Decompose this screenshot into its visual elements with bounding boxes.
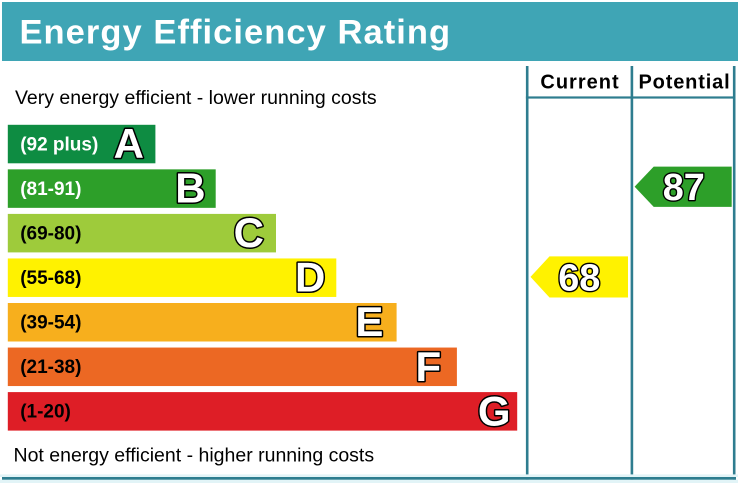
svg-text:(39-54): (39-54) bbox=[20, 313, 81, 334]
svg-text:Very energy efficient - lower: Very energy efficient - lower running co… bbox=[15, 87, 377, 109]
svg-text:A: A bbox=[114, 120, 144, 167]
svg-text:Not energy efficient - higher: Not energy efficient - higher running co… bbox=[14, 445, 375, 467]
svg-text:F: F bbox=[416, 343, 442, 390]
svg-text:G: G bbox=[478, 387, 511, 434]
svg-text:D: D bbox=[295, 254, 325, 301]
svg-text:(92 plus): (92 plus) bbox=[20, 134, 98, 155]
svg-text:C: C bbox=[234, 209, 264, 256]
svg-text:68: 68 bbox=[558, 257, 600, 299]
svg-text:E: E bbox=[355, 298, 383, 345]
svg-text:Potential: Potential bbox=[638, 72, 730, 94]
svg-text:(81-91): (81-91) bbox=[20, 179, 81, 200]
svg-text:(21-38): (21-38) bbox=[20, 357, 81, 378]
svg-text:(55-68): (55-68) bbox=[20, 268, 81, 289]
svg-text:Current: Current bbox=[540, 72, 619, 94]
svg-text:(1-20): (1-20) bbox=[20, 402, 71, 423]
svg-text:Energy Efficiency Rating: Energy Efficiency Rating bbox=[20, 14, 452, 52]
svg-text:87: 87 bbox=[663, 167, 705, 209]
svg-text:B: B bbox=[175, 165, 205, 212]
svg-text:(69-80): (69-80) bbox=[20, 224, 81, 245]
